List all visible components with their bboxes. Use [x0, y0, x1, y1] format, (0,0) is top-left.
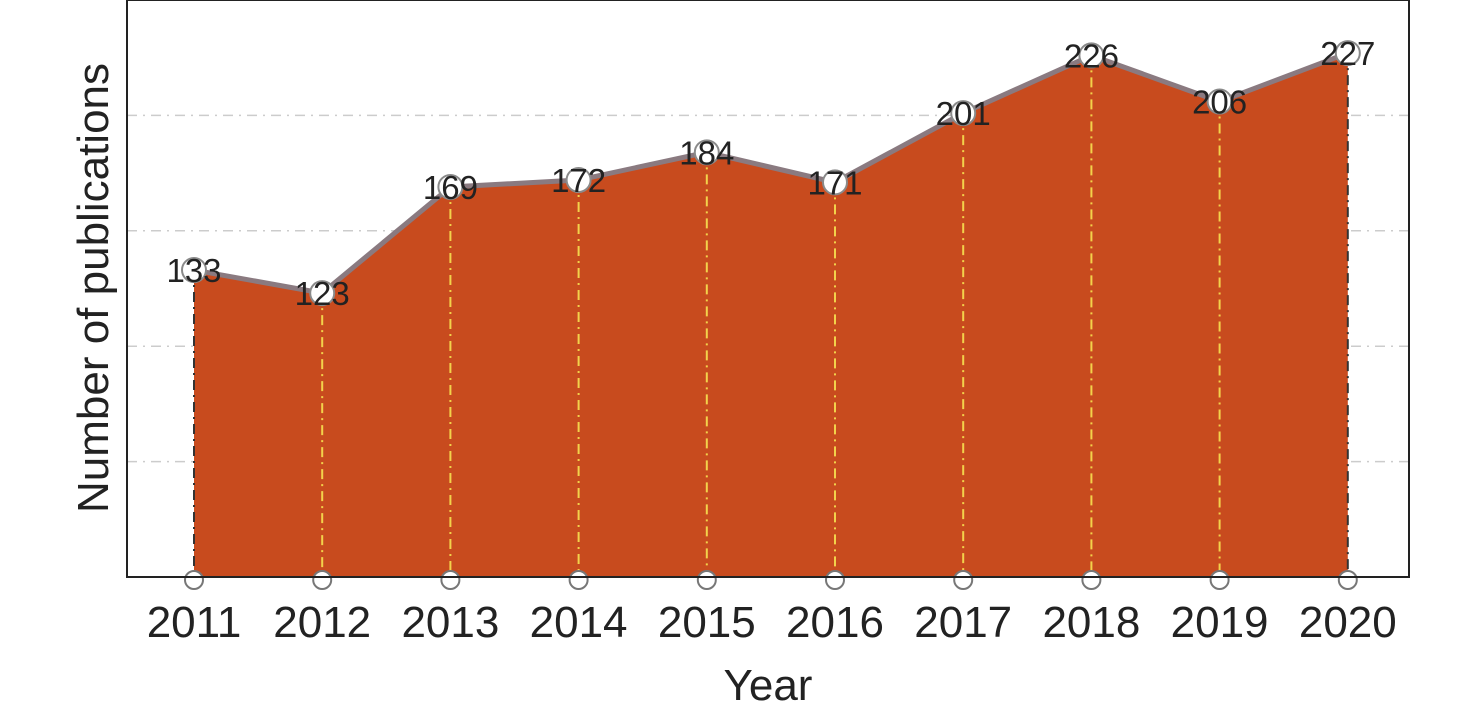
axis-point [1081, 570, 1102, 590]
data-point [1334, 40, 1361, 67]
axis-point [440, 570, 461, 590]
data-label: 169 [423, 169, 478, 206]
data-label: 133 [166, 252, 221, 289]
x-tick-label: 2017 [914, 598, 1012, 647]
data-label: 184 [679, 134, 734, 171]
data-point [693, 139, 720, 166]
x-tick-label: 2019 [1171, 598, 1269, 647]
axis-point [1337, 570, 1358, 590]
data-markers [181, 40, 1361, 307]
x-axis-label: Year [724, 661, 813, 710]
drop-lines [193, 53, 1349, 577]
data-label: 206 [1192, 84, 1247, 121]
data-label: 171 [807, 164, 862, 201]
x-tick-label: 2012 [273, 598, 371, 647]
data-point [1078, 42, 1105, 69]
data-labels: 133 123 169 172 184 171 201 226 206 227 [166, 35, 1375, 312]
x-tick-label: 2011 [147, 598, 242, 647]
x-tick-label: 2015 [658, 598, 756, 647]
axis-point [568, 570, 589, 590]
axis-markers [184, 570, 1358, 590]
x-tick-label: 2014 [530, 598, 628, 647]
axis-point [1209, 570, 1230, 590]
axis-point [312, 570, 333, 590]
y-axis-label: Number of publications [69, 63, 118, 513]
axis-point [184, 570, 204, 590]
axis-point [696, 570, 717, 590]
x-tick-labels: 2011 2012 2013 2014 2015 2016 2017 2018 2019 2020 [147, 598, 1397, 647]
plot-frame [126, 0, 1410, 578]
data-point [181, 257, 207, 284]
data-label: 226 [1064, 37, 1119, 74]
data-point [822, 169, 848, 196]
x-tick-label: 2013 [401, 598, 499, 647]
axis-point [825, 570, 845, 590]
axis-point [953, 570, 974, 590]
data-point [950, 100, 977, 127]
x-tick-label: 2016 [786, 598, 884, 647]
data-point [309, 280, 336, 307]
data-label: 172 [551, 162, 606, 199]
data-label: 201 [936, 95, 991, 132]
data-label: 227 [1320, 35, 1375, 72]
data-point [1206, 88, 1233, 115]
data-point [437, 173, 464, 200]
area-fill [194, 53, 1348, 578]
data-point [565, 167, 592, 194]
x-tick-label: 2018 [1042, 598, 1140, 647]
series-line [193, 50, 1349, 296]
data-label: 123 [295, 275, 350, 312]
x-tick-label: 2020 [1299, 598, 1397, 647]
